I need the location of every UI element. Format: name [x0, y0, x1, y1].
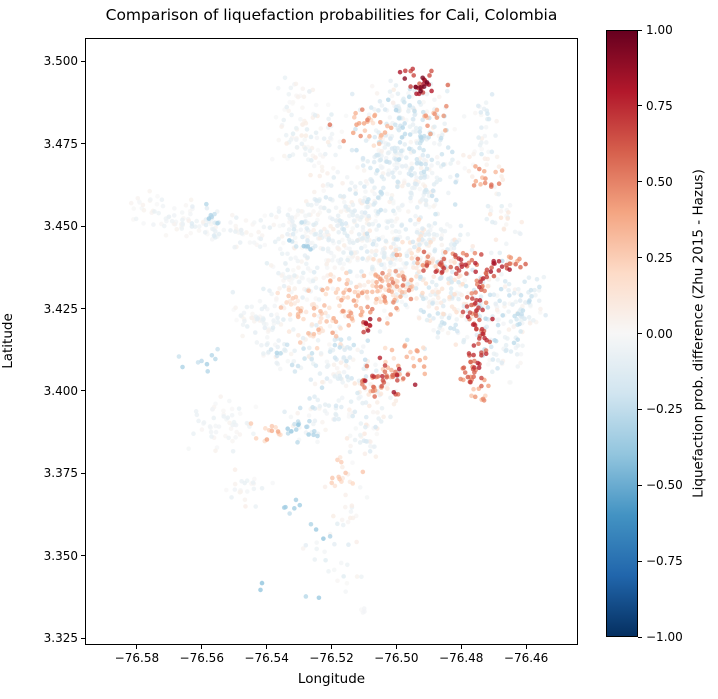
x-tick-label: −76.48 — [439, 651, 484, 665]
y-axis-label: Latitude — [0, 313, 16, 369]
y-tick-mark — [81, 60, 85, 62]
y-tick-mark — [81, 637, 85, 639]
y-tick-label: 3.450 — [43, 219, 78, 234]
x-tick-mark — [331, 645, 332, 649]
colorbar-tick-label: −0.75 — [646, 554, 683, 569]
x-tick-mark — [266, 645, 268, 649]
colorbar-tick-mark — [638, 257, 642, 259]
y-tick-label: 3.350 — [43, 548, 78, 563]
colorbar-tick-label: 0.00 — [646, 326, 673, 341]
x-tick-label: −76.50 — [374, 651, 419, 665]
x-tick-label: −76.56 — [179, 651, 224, 665]
y-tick-mark — [81, 555, 85, 557]
x-tick-label: −76.52 — [309, 651, 354, 665]
x-tick-label: −76.58 — [114, 651, 160, 665]
colorbar-tick-label: 1.00 — [646, 23, 673, 37]
colorbar-tick-mark — [638, 181, 642, 183]
chart-title: Comparison of liquefaction probabilities… — [105, 6, 558, 24]
x-tick-mark — [395, 645, 397, 649]
y-tick-label: 3.475 — [43, 136, 78, 151]
x-tick-mark — [525, 645, 527, 649]
y-tick-label: 3.400 — [43, 383, 78, 398]
colorbar — [606, 30, 638, 637]
x-tick-mark — [136, 645, 138, 649]
colorbar-tick-mark — [638, 333, 642, 334]
colorbar-tick-mark — [638, 484, 642, 486]
x-tick-label: −76.46 — [503, 651, 549, 665]
colorbar-tick-mark — [638, 29, 642, 31]
y-tick-mark — [81, 308, 85, 309]
colorbar-tick-label: −0.50 — [646, 478, 683, 493]
colorbar-tick-mark — [638, 636, 642, 638]
y-tick-label: 3.325 — [43, 631, 78, 646]
colorbar-tick-label: 0.25 — [646, 250, 673, 265]
colorbar-tick-label: −1.00 — [646, 630, 683, 644]
y-tick-mark — [81, 472, 85, 474]
scatter-points-canvas — [86, 39, 577, 644]
y-tick-label: 3.375 — [43, 466, 78, 481]
x-tick-mark — [201, 645, 203, 649]
colorbar-tick-label: −0.25 — [646, 402, 683, 417]
colorbar-gradient — [607, 31, 637, 636]
plot-area — [85, 38, 578, 645]
y-tick-mark — [81, 143, 85, 145]
y-tick-mark — [81, 390, 85, 392]
x-tick-mark — [460, 645, 462, 649]
colorbar-tick-mark — [638, 560, 642, 562]
y-tick-label: 3.425 — [43, 301, 78, 316]
colorbar-label: Liquefaction prob. difference (Zhu 2015 … — [690, 169, 707, 498]
x-axis-label: Longitude — [297, 671, 366, 687]
y-tick-mark — [81, 225, 85, 227]
colorbar-tick-mark — [638, 408, 642, 410]
colorbar-tick-mark — [638, 105, 642, 107]
y-tick-label: 3.500 — [43, 54, 78, 69]
x-tick-label: −76.54 — [244, 651, 289, 665]
colorbar-tick-label: 0.50 — [646, 174, 673, 189]
colorbar-tick-label: 0.75 — [646, 98, 673, 113]
